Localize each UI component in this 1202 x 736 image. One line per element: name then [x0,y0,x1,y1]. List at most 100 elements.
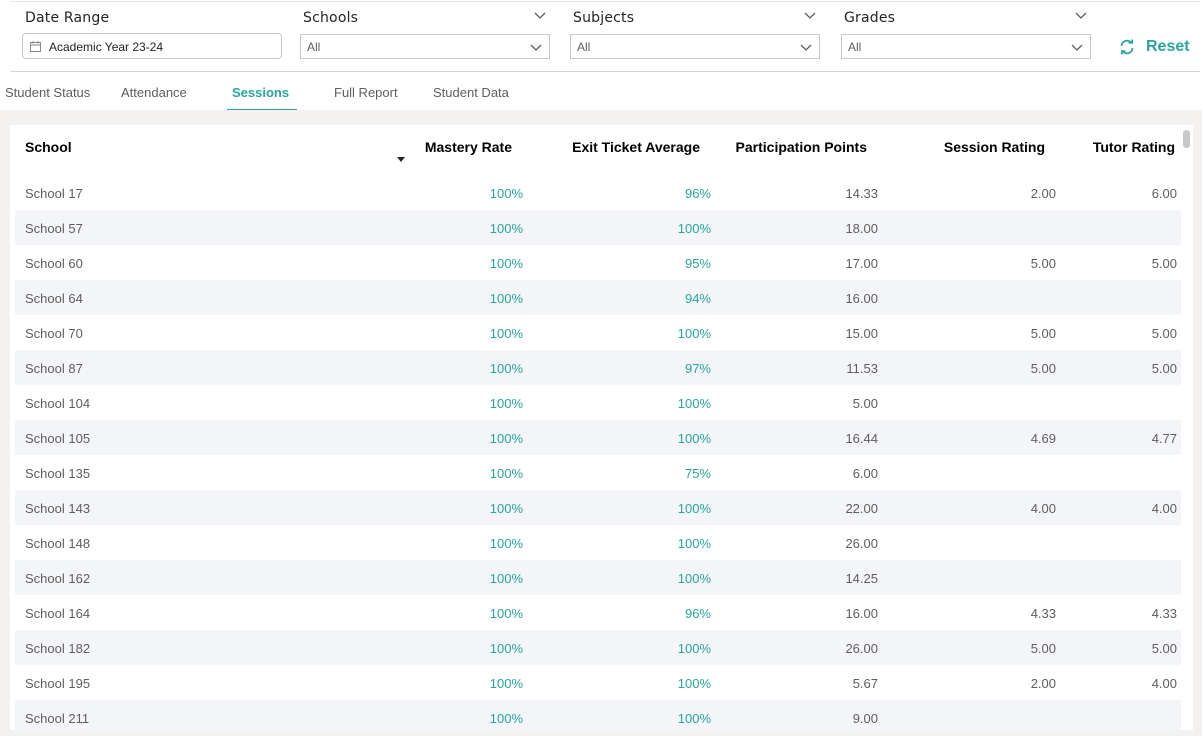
tab-student-status[interactable]: Student Status [5,85,91,100]
cell-session-rating: 5.00 [1030,326,1056,341]
cell-participation-points: 16.00 [845,606,878,621]
cell-tutor-rating: 4.33 [1151,606,1177,621]
cell-school: School 17 [25,186,83,201]
cell-tutor-rating: 4.00 [1151,501,1177,516]
table-body: School 17 100% 96% 14.33 2.00 6.00 School 57 10… [15,175,1181,730]
cell-participation-points: 16.44 [845,431,878,446]
cell-participation-points: 6.00 [852,466,878,481]
cell-mastery-rate: 100% [489,536,523,551]
schools-dropdown[interactable]: All [300,34,550,59]
cell-school: School 105 [25,431,91,446]
cell-participation-points: 5.00 [852,396,878,411]
table-row[interactable]: School 182 100% 100% 26.00 5.00 5.00 [15,630,1181,665]
grades-dropdown[interactable]: All [841,34,1091,59]
cell-participation-points: 18.00 [845,221,878,236]
cell-school: School 148 [25,536,91,551]
cell-mastery-rate: 100% [489,361,523,376]
cell-exit-ticket-average: 96% [684,606,711,621]
cell-school: School 195 [25,676,91,691]
column-header-exit-ticket-average[interactable]: Exit Ticket Average [572,139,700,155]
cell-participation-points: 26.00 [845,641,878,656]
table-row[interactable]: School 60 100% 95% 17.00 5.00 5.00 [15,245,1181,280]
tab-student-data[interactable]: Student Data [433,85,509,100]
table-row[interactable]: School 148 100% 100% 26.00 [15,525,1181,560]
column-header-tutor-rating[interactable]: Tutor Rating [1092,139,1175,155]
filter-bar: Date Range Academic Year 23-24 Schools A… [0,0,1202,72]
table-row[interactable]: School 104 100% 100% 5.00 [15,385,1181,420]
table-row[interactable]: School 105 100% 100% 16.44 4.69 4.77 [15,420,1181,455]
cell-exit-ticket-average: 96% [684,186,711,201]
subjects-dropdown[interactable]: All [570,34,820,59]
calendar-icon [30,41,41,52]
table-row[interactable]: School 143 100% 100% 22.00 4.00 4.00 [15,490,1181,525]
cell-school: School 57 [25,221,83,236]
cell-school: School 162 [25,571,91,586]
table-row[interactable]: School 164 100% 96% 16.00 4.33 4.33 [15,595,1181,630]
cell-session-rating: 5.00 [1030,256,1056,271]
cell-exit-ticket-average: 100% [677,326,711,341]
cell-mastery-rate: 100% [489,186,523,201]
cell-school: School 104 [25,396,91,411]
chevron-down-icon[interactable] [533,9,547,23]
divider [10,71,1200,72]
cell-mastery-rate: 100% [489,676,523,691]
table-row[interactable]: School 57 100% 100% 18.00 [15,210,1181,245]
cell-exit-ticket-average: 100% [677,221,711,236]
table-row[interactable]: School 87 100% 97% 11.53 5.00 5.00 [15,350,1181,385]
table-row[interactable]: School 17 100% 96% 14.33 2.00 6.00 [15,175,1181,210]
cell-school: School 87 [25,361,83,376]
reset-button[interactable]: Reset [1118,36,1190,58]
cell-exit-ticket-average: 100% [677,676,711,691]
chevron-down-icon[interactable] [1074,9,1088,23]
cell-mastery-rate: 100% [489,431,523,446]
tab-full-report[interactable]: Full Report [334,85,398,100]
cell-mastery-rate: 100% [489,641,523,656]
date-range-field[interactable]: Academic Year 23-24 [22,33,282,59]
report-tabs: Student Status Attendance Sessions Full … [0,76,1202,111]
chevron-down-icon[interactable] [803,9,817,23]
cell-exit-ticket-average: 97% [684,361,711,376]
cell-school: School 64 [25,291,83,306]
table-row[interactable]: School 211 100% 100% 9.00 [15,700,1181,730]
cell-session-rating: 5.00 [1030,641,1056,656]
cell-participation-points: 14.33 [845,186,878,201]
cell-mastery-rate: 100% [489,396,523,411]
cell-session-rating: 4.00 [1030,501,1056,516]
column-header-participation-points[interactable]: Participation Points [735,139,867,155]
schools-slicer: Schools All [300,0,550,62]
date-range-title: Date Range [25,10,110,26]
cell-session-rating: 2.00 [1030,186,1056,201]
column-header-mastery-rate[interactable]: Mastery Rate [424,139,512,155]
table-row[interactable]: School 135 100% 75% 6.00 [15,455,1181,490]
cell-participation-points: 22.00 [845,501,878,516]
column-header-session-rating[interactable]: Session Rating [943,139,1045,155]
cell-school: School 135 [25,466,91,481]
cell-tutor-rating: 5.00 [1151,256,1177,271]
cell-exit-ticket-average: 94% [684,291,711,306]
cell-session-rating: 4.33 [1030,606,1056,621]
sort-descending-icon[interactable] [397,157,405,162]
cell-participation-points: 9.00 [852,711,878,726]
column-header-school[interactable]: School [25,139,72,155]
cell-exit-ticket-average: 95% [684,256,711,271]
cell-participation-points: 11.53 [846,361,878,376]
cell-mastery-rate: 100% [489,326,523,341]
vertical-scrollbar[interactable] [1183,130,1190,148]
table-row[interactable]: School 64 100% 94% 16.00 [15,280,1181,315]
table-row[interactable]: School 195 100% 100% 5.67 2.00 4.00 [15,665,1181,700]
date-range-value: Academic Year 23-24 [49,40,164,54]
refresh-icon [1120,39,1134,55]
grades-slicer: Grades All [841,0,1091,62]
table-row[interactable]: School 70 100% 100% 15.00 5.00 5.00 [15,315,1181,350]
cell-exit-ticket-average: 100% [677,501,711,516]
cell-exit-ticket-average: 100% [677,396,711,411]
table-row[interactable]: School 162 100% 100% 14.25 [15,560,1181,595]
tab-attendance[interactable]: Attendance [121,85,187,100]
tab-sessions[interactable]: Sessions [232,85,290,100]
cell-exit-ticket-average: 100% [677,641,711,656]
cell-school: School 182 [25,641,91,656]
grades-value: All [848,40,862,54]
cell-school: School 143 [25,501,91,516]
cell-mastery-rate: 100% [489,466,523,481]
cell-session-rating: 2.00 [1030,676,1056,691]
